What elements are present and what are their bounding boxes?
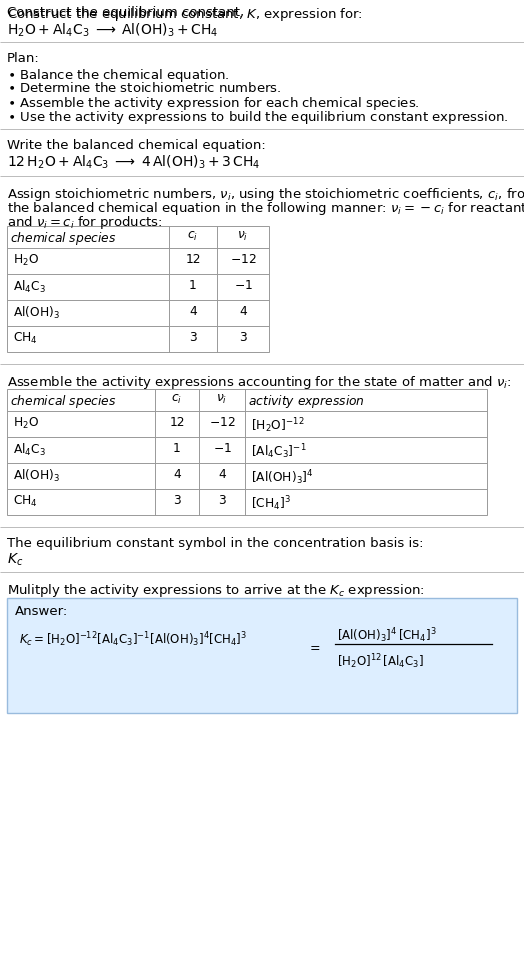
Text: 3: 3	[218, 494, 226, 507]
Text: 1: 1	[189, 279, 197, 292]
Text: $\mathrm{Al(OH)_3}$: $\mathrm{Al(OH)_3}$	[13, 468, 60, 484]
Text: Write the balanced chemical equation:: Write the balanced chemical equation:	[7, 139, 266, 152]
Text: $K_c = [\mathrm{H_2O}]^{-12}[\mathrm{Al_4C_3}]^{-1}[\mathrm{Al(OH)_3}]^{4}[\math: $K_c = [\mathrm{H_2O}]^{-12}[\mathrm{Al_…	[19, 630, 247, 649]
Text: $\mathit{chemical\ species}$: $\mathit{chemical\ species}$	[10, 230, 116, 247]
Bar	[7, 389, 487, 515]
Text: $\mathrm{Al_4C_3}$: $\mathrm{Al_4C_3}$	[13, 279, 46, 295]
Text: $\mathrm{CH_4}$: $\mathrm{CH_4}$	[13, 331, 38, 346]
Text: 3: 3	[173, 494, 181, 507]
Text: 4: 4	[173, 468, 181, 481]
Text: $K_c$: $K_c$	[7, 552, 24, 568]
Text: 3: 3	[239, 331, 247, 344]
Text: $=$: $=$	[307, 640, 321, 653]
Text: 12: 12	[185, 253, 201, 266]
Text: Mulitply the activity expressions to arrive at the $K_c$ expression:: Mulitply the activity expressions to arr…	[7, 582, 425, 599]
Text: $\mathrm{H_2O + Al_4C_3 \;\longrightarrow\; Al(OH)_3 + CH_4}$: $\mathrm{H_2O + Al_4C_3 \;\longrightarro…	[7, 22, 219, 39]
Text: $\bullet$ Determine the stoichiometric numbers.: $\bullet$ Determine the stoichiometric n…	[7, 81, 281, 95]
Text: $\bullet$ Balance the chemical equation.: $\bullet$ Balance the chemical equation.	[7, 67, 230, 84]
Text: $\mathrm{Al(OH)_3}$: $\mathrm{Al(OH)_3}$	[13, 305, 60, 321]
Text: Construct the equilibrium constant, $K$, expression for:: Construct the equilibrium constant, $K$,…	[7, 6, 363, 23]
Text: the balanced chemical equation in the following manner: $\nu_i = -c_i$ for react: the balanced chemical equation in the fo…	[7, 200, 524, 217]
Text: $c_i$: $c_i$	[171, 393, 182, 407]
Text: and $\nu_i = c_i$ for products:: and $\nu_i = c_i$ for products:	[7, 214, 162, 231]
Text: $c_i$: $c_i$	[188, 230, 199, 243]
FancyBboxPatch shape	[7, 598, 517, 713]
Text: $[\mathrm{Al_4C_3}]^{-1}$: $[\mathrm{Al_4C_3}]^{-1}$	[251, 442, 307, 460]
Text: $\mathrm{H_2O}$: $\mathrm{H_2O}$	[13, 416, 39, 431]
Text: $[\mathrm{CH_4}]^{3}$: $[\mathrm{CH_4}]^{3}$	[251, 494, 291, 513]
Text: Plan:: Plan:	[7, 52, 40, 65]
Text: $[\mathrm{H_2O}]^{12}\,[\mathrm{Al_4C_3}]$: $[\mathrm{H_2O}]^{12}\,[\mathrm{Al_4C_3}…	[337, 652, 424, 671]
Text: $\nu_i$: $\nu_i$	[237, 230, 248, 243]
Text: 4: 4	[218, 468, 226, 481]
Bar	[7, 226, 269, 352]
Text: Answer:: Answer:	[15, 605, 68, 618]
Text: $\bullet$ Use the activity expressions to build the equilibrium constant express: $\bullet$ Use the activity expressions t…	[7, 109, 508, 126]
Text: $\mathrm{H_2O}$: $\mathrm{H_2O}$	[13, 253, 39, 268]
Text: $\mathit{activity\ expression}$: $\mathit{activity\ expression}$	[248, 393, 365, 410]
Text: $\mathit{chemical\ species}$: $\mathit{chemical\ species}$	[10, 393, 116, 410]
Text: $-12$: $-12$	[209, 416, 235, 429]
Text: 3: 3	[189, 331, 197, 344]
Text: 1: 1	[173, 442, 181, 455]
Text: $\bullet$ Assemble the activity expression for each chemical species.: $\bullet$ Assemble the activity expressi…	[7, 95, 420, 112]
Text: 4: 4	[189, 305, 197, 318]
Text: 4: 4	[239, 305, 247, 318]
Text: $[\mathrm{Al(OH)_3}]^{4}\,[\mathrm{CH_4}]^{3}$: $[\mathrm{Al(OH)_3}]^{4}\,[\mathrm{CH_4}…	[337, 626, 436, 645]
Text: $-1$: $-1$	[213, 442, 232, 455]
Text: $[\mathrm{Al(OH)_3}]^{4}$: $[\mathrm{Al(OH)_3}]^{4}$	[251, 468, 314, 486]
Text: 12: 12	[169, 416, 185, 429]
Text: The equilibrium constant symbol in the concentration basis is:: The equilibrium constant symbol in the c…	[7, 537, 423, 550]
Text: $\nu_i$: $\nu_i$	[216, 393, 227, 407]
Text: $\mathrm{Al_4C_3}$: $\mathrm{Al_4C_3}$	[13, 442, 46, 458]
Text: $\mathrm{12\,H_2O + Al_4C_3 \;\longrightarrow\; 4\,Al(OH)_3 + 3\,CH_4}$: $\mathrm{12\,H_2O + Al_4C_3 \;\longright…	[7, 154, 260, 171]
Text: Assign stoichiometric numbers, $\nu_i$, using the stoichiometric coefficients, $: Assign stoichiometric numbers, $\nu_i$, …	[7, 186, 524, 203]
Text: $-1$: $-1$	[234, 279, 253, 292]
Text: Construct the equilibrium constant,: Construct the equilibrium constant,	[7, 6, 248, 19]
Text: $[\mathrm{H_2O}]^{-12}$: $[\mathrm{H_2O}]^{-12}$	[251, 416, 304, 434]
Text: $-12$: $-12$	[230, 253, 256, 266]
Text: $\mathrm{CH_4}$: $\mathrm{CH_4}$	[13, 494, 38, 509]
Text: Assemble the activity expressions accounting for the state of matter and $\nu_i$: Assemble the activity expressions accoun…	[7, 374, 512, 391]
